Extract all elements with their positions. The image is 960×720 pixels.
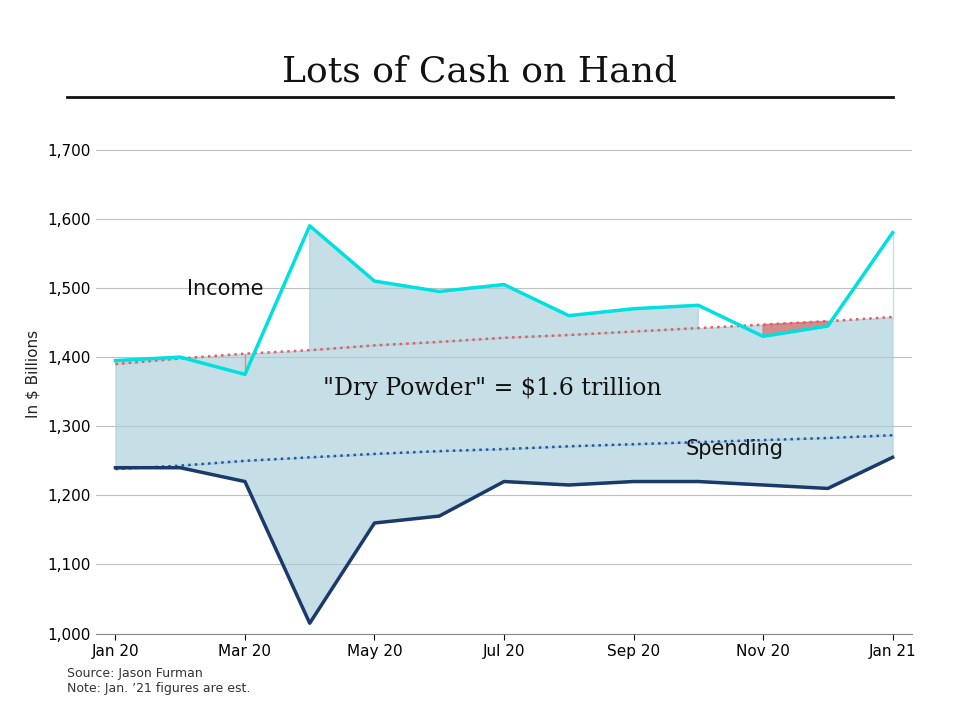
Text: Lots of Cash on Hand: Lots of Cash on Hand	[282, 54, 678, 88]
Y-axis label: In $ Billions: In $ Billions	[26, 330, 40, 418]
Text: Spending: Spending	[685, 439, 783, 459]
Text: Income: Income	[186, 279, 263, 299]
Text: Source: Jason Furman
Note: Jan. ’21 figures are est.: Source: Jason Furman Note: Jan. ’21 figu…	[67, 667, 251, 695]
Text: "Dry Powder" = $1.6 trillion: "Dry Powder" = $1.6 trillion	[323, 377, 661, 400]
